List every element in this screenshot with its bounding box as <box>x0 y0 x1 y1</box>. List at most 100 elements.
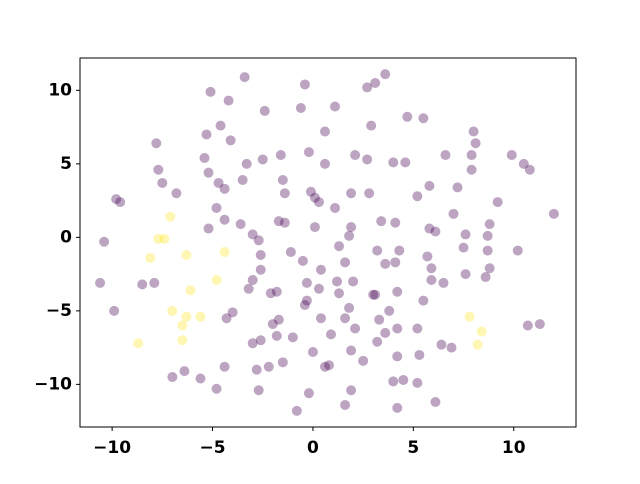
point <box>412 377 423 388</box>
point <box>452 182 463 193</box>
point <box>464 311 475 322</box>
point <box>247 274 258 285</box>
point <box>484 263 495 274</box>
point <box>299 79 310 90</box>
point <box>257 154 268 165</box>
point <box>424 223 435 234</box>
plot-frame <box>79 57 577 428</box>
point <box>344 230 355 241</box>
point <box>340 257 351 268</box>
point <box>326 329 337 340</box>
point <box>346 385 357 396</box>
point <box>534 319 545 330</box>
point <box>243 283 254 294</box>
x-tick-label: −5 <box>199 438 225 458</box>
point <box>213 177 224 188</box>
point <box>319 158 330 169</box>
point <box>219 247 230 258</box>
point <box>319 361 330 372</box>
point <box>273 216 284 227</box>
point <box>380 327 391 338</box>
point <box>390 257 401 268</box>
point <box>350 323 361 334</box>
point <box>223 95 234 106</box>
point <box>303 388 314 399</box>
point <box>412 191 423 202</box>
point <box>211 274 222 285</box>
point <box>203 223 214 234</box>
point <box>350 150 361 161</box>
point <box>265 288 276 299</box>
point <box>472 339 483 350</box>
point <box>358 355 369 366</box>
point <box>466 164 477 175</box>
point <box>109 305 120 316</box>
point <box>307 347 318 358</box>
point <box>388 376 399 387</box>
point <box>366 120 377 131</box>
point <box>273 314 284 325</box>
point <box>201 129 212 140</box>
point <box>299 299 310 310</box>
point <box>438 277 449 288</box>
point <box>466 150 477 161</box>
point <box>426 274 437 285</box>
point <box>313 283 324 294</box>
point <box>303 147 314 158</box>
y-tick-label: 10 <box>48 80 72 100</box>
point <box>301 295 312 306</box>
point <box>271 330 282 341</box>
point <box>149 277 160 288</box>
x-tick-label: −10 <box>93 438 131 458</box>
point <box>137 279 148 290</box>
point <box>263 361 274 372</box>
point <box>277 175 288 186</box>
point <box>267 319 278 330</box>
point <box>412 323 423 334</box>
point <box>330 202 341 213</box>
point <box>422 251 433 262</box>
point <box>392 402 403 413</box>
point <box>211 202 222 213</box>
point <box>402 111 413 122</box>
point <box>418 113 429 124</box>
point <box>165 211 176 222</box>
point <box>247 338 258 349</box>
point <box>179 366 190 377</box>
point <box>277 357 288 368</box>
point <box>205 86 216 97</box>
point <box>470 138 481 149</box>
point <box>414 349 425 360</box>
point <box>253 235 264 246</box>
point <box>315 313 326 324</box>
point <box>215 120 226 131</box>
point <box>153 164 164 175</box>
point <box>301 277 312 288</box>
point <box>332 276 343 287</box>
point <box>313 197 324 208</box>
point <box>279 188 290 199</box>
point <box>305 186 316 197</box>
point <box>448 208 459 219</box>
y-tick-label: 0 <box>60 227 72 247</box>
point <box>195 311 206 322</box>
point <box>334 288 345 299</box>
point <box>398 374 409 385</box>
point <box>460 229 471 240</box>
point <box>295 102 306 113</box>
point <box>219 183 230 194</box>
point <box>400 157 411 168</box>
point <box>253 385 264 396</box>
point <box>255 335 266 346</box>
point <box>211 383 222 394</box>
point <box>492 197 503 208</box>
point <box>334 241 345 252</box>
point <box>426 263 437 274</box>
point <box>376 216 387 227</box>
point <box>380 258 391 269</box>
point <box>392 351 403 362</box>
point <box>247 229 258 240</box>
point <box>255 264 266 275</box>
